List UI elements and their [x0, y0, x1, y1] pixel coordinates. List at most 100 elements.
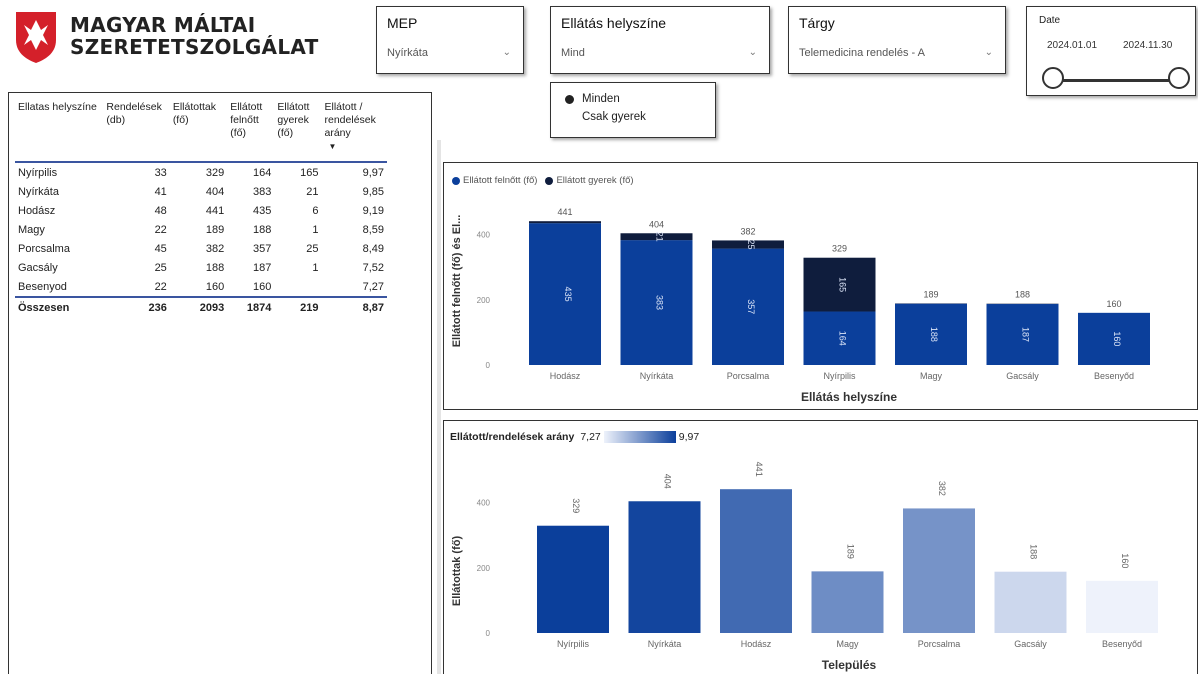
bar-total-label: 188	[1015, 290, 1030, 300]
bar-total-label: 160	[1106, 299, 1121, 309]
date-slicer[interactable]: Date 2024.01.01 2024.11.30	[1026, 6, 1196, 96]
organization-logo: MAGYAR MÁLTAI SZERETETSZOLGÁLAT	[14, 10, 314, 68]
summary-table-panel: Ellatas helyszíne Rendelések (db) Elláto…	[8, 92, 432, 674]
logo-line-2: SZERETETSZOLGÁLAT	[70, 36, 319, 58]
table-cell-value: 219	[274, 297, 321, 317]
date-end[interactable]: 2024.11.30	[1123, 40, 1172, 51]
bar-adult-label: 160	[1112, 331, 1122, 346]
table-cell-value: 329	[170, 162, 227, 182]
table-cell-value: 188	[170, 258, 227, 277]
table-cell-value: 236	[103, 297, 169, 317]
column-header-sorted[interactable]: Ellátott / rendelések arány ▼	[322, 99, 388, 162]
table-cell-value: 382	[170, 239, 227, 258]
table-header-row: Ellatas helyszíne Rendelések (db) Elláto…	[15, 99, 387, 162]
summary-table: Ellatas helyszíne Rendelések (db) Elláto…	[15, 99, 387, 317]
bar-value-label: 189	[846, 544, 856, 559]
bar-child-label: 21	[655, 232, 665, 242]
bar-total-label: 404	[649, 219, 664, 229]
table-cell-value: 8,87	[322, 297, 388, 317]
location-slicer-title: Ellátás helyszíne	[561, 15, 666, 31]
bar[interactable]	[720, 489, 792, 633]
sort-descending-icon[interactable]: ▼	[329, 140, 385, 153]
chevron-down-icon[interactable]: ⌄	[503, 47, 511, 58]
date-slider-track[interactable]	[1053, 79, 1179, 82]
column-header-label: Ellátott / rendelések arány	[325, 101, 376, 139]
bar-child[interactable]	[529, 221, 601, 223]
table-cell-value: 22	[103, 220, 169, 239]
mep-slicer[interactable]: MEP Nyírkáta ⌄	[376, 6, 524, 74]
chevron-down-icon[interactable]: ⌄	[749, 47, 757, 58]
radio-option-children[interactable]: Csak gyerek	[582, 111, 646, 123]
bar-adult-label: 187	[1021, 327, 1031, 342]
bar-adult-label: 357	[746, 299, 756, 314]
mep-slicer-value[interactable]: Nyírkáta	[387, 47, 428, 59]
table-cell-location: Nyírkáta	[15, 182, 103, 201]
table-cell-value: 6	[274, 201, 321, 220]
subject-slicer-value[interactable]: Telemedicina rendelés - A	[799, 47, 925, 59]
bar-total-label: 382	[740, 226, 755, 236]
chevron-down-icon[interactable]: ⌄	[985, 47, 993, 58]
bar[interactable]	[903, 508, 975, 633]
column-header[interactable]: Ellatas helyszíne	[15, 99, 103, 162]
location-slicer[interactable]: Ellátás helyszíne Mind ⌄	[550, 6, 770, 74]
x-tick-label: Nyírkáta	[648, 639, 682, 649]
bar[interactable]	[812, 571, 884, 633]
y-tick-label: 200	[477, 296, 491, 305]
date-slider-end-handle[interactable]	[1168, 67, 1190, 89]
mep-slicer-title: MEP	[387, 15, 417, 31]
y-axis-title: Ellátott felnőtt (fő) és El...	[451, 215, 463, 348]
bar-value-label: 329	[571, 498, 581, 513]
bar[interactable]	[995, 572, 1067, 633]
bar-value-label: 188	[1029, 544, 1039, 559]
table-cell-value: 441	[170, 201, 227, 220]
y-tick-label: 400	[477, 231, 491, 240]
bar-adult-label: 164	[838, 331, 848, 346]
table-cell-value: 160	[170, 277, 227, 297]
table-cell-value: 1874	[227, 297, 274, 317]
table-cell-location: Magy	[15, 220, 103, 239]
date-slider-start-handle[interactable]	[1042, 67, 1064, 89]
column-header[interactable]: Rendelések (db)	[103, 99, 169, 162]
table-cell-value: 188	[227, 220, 274, 239]
x-tick-label: Besenyőd	[1094, 371, 1134, 381]
bar-adult-label: 435	[563, 287, 573, 302]
bar-value-label: 404	[663, 474, 673, 489]
table-cell-value: 21	[274, 182, 321, 201]
table-cell-value: 25	[103, 258, 169, 277]
y-tick-label: 400	[477, 499, 491, 508]
column-header[interactable]: Ellátott felnőtt (fő)	[227, 99, 274, 162]
x-tick-label: Nyírpilis	[823, 371, 856, 381]
table-cell-location: Összesen	[15, 297, 103, 317]
bar-child-label: 25	[746, 240, 756, 250]
table-cell-value: 435	[227, 201, 274, 220]
maltese-cross-shield-icon	[14, 10, 58, 64]
bar[interactable]	[1086, 581, 1158, 633]
radio-option-all[interactable]: Minden	[565, 93, 620, 105]
subject-slicer-title: Tárgy	[799, 15, 835, 31]
radio-selected-icon[interactable]	[565, 95, 574, 104]
patient-type-slicer[interactable]: Minden Csak gyerek	[550, 82, 716, 138]
bar[interactable]	[537, 526, 609, 633]
column-header[interactable]: Ellátottak (fő)	[170, 99, 227, 162]
column-header[interactable]: Ellátott gyerek (fő)	[274, 99, 321, 162]
table-cell-value: 48	[103, 201, 169, 220]
table-cell-value: 41	[103, 182, 169, 201]
date-start[interactable]: 2024.01.01	[1047, 40, 1097, 51]
subject-slicer[interactable]: Tárgy Telemedicina rendelés - A ⌄	[788, 6, 1006, 74]
x-tick-label: Gacsály	[1014, 639, 1047, 649]
location-slicer-value[interactable]: Mind	[561, 47, 585, 59]
table-cell-location: Hodász	[15, 201, 103, 220]
table-cell-value: 165	[274, 162, 321, 182]
bar[interactable]	[629, 501, 701, 633]
table-cell-value: 1	[274, 258, 321, 277]
table-cell-location: Besenyod	[15, 277, 103, 297]
